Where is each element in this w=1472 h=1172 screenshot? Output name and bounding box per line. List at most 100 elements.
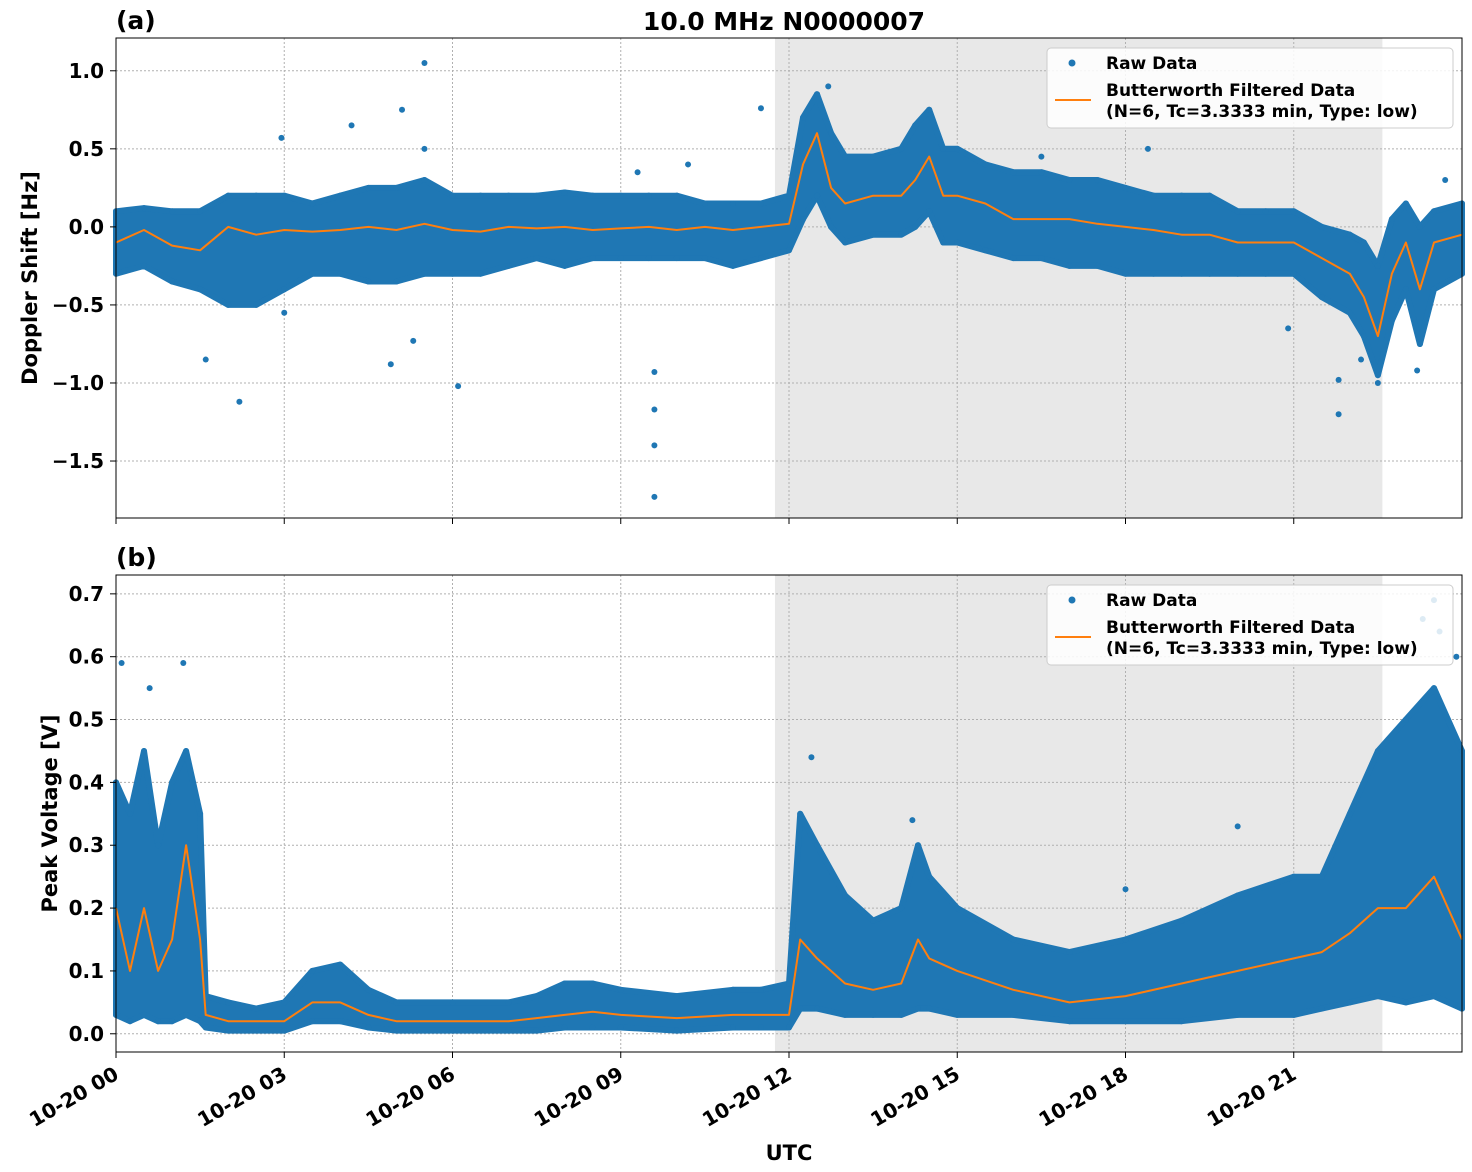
- raw-data-point: [814, 842, 821, 849]
- raw-data-point: [1414, 367, 1421, 374]
- raw-data-point: [673, 1027, 680, 1034]
- raw-data-point: [1374, 993, 1381, 1000]
- raw-data-point: [281, 286, 288, 293]
- raw-data-point: [954, 905, 961, 912]
- raw-data-point: [1374, 262, 1381, 269]
- raw-data-point: [1290, 270, 1297, 277]
- raw-data-point: [505, 192, 512, 199]
- raw-data-point: [309, 967, 316, 974]
- raw-data-point: [617, 255, 624, 262]
- raw-data-point: [842, 892, 849, 899]
- raw-data-point: [1122, 886, 1129, 893]
- legend-raw-label: Raw Data: [1106, 591, 1197, 611]
- y-tick-label: −0.5: [52, 293, 104, 317]
- raw-data-point: [651, 406, 658, 413]
- raw-data-point: [1318, 873, 1325, 880]
- raw-data-point: [281, 1027, 288, 1034]
- raw-data-point: [617, 986, 624, 993]
- raw-data-point: [281, 999, 288, 1006]
- raw-data-point: [912, 223, 919, 230]
- raw-data-point: [202, 356, 209, 363]
- legend-filtered-label: Butterworth Filtered Data: [1106, 618, 1355, 638]
- raw-data-point: [1374, 747, 1381, 754]
- raw-data-point: [1346, 999, 1353, 1006]
- raw-data-point: [1038, 153, 1045, 160]
- y-axis-label: Peak Voltage [V]: [38, 714, 62, 912]
- raw-data-point: [898, 905, 905, 912]
- raw-data-point: [197, 208, 204, 215]
- raw-data-point: [399, 106, 406, 113]
- raw-data-point: [1144, 145, 1151, 152]
- raw-data-point: [455, 383, 462, 390]
- raw-data-point: [309, 1018, 316, 1025]
- raw-data-point: [1178, 270, 1185, 277]
- raw-data-point: [278, 134, 285, 141]
- raw-data-point: [1430, 286, 1437, 293]
- x-tick-label: 10-20 15: [866, 1062, 964, 1132]
- raw-data-point: [912, 122, 919, 129]
- raw-data-point: [1360, 239, 1367, 246]
- raw-data-point: [1346, 810, 1353, 817]
- raw-data-point: [589, 255, 596, 262]
- raw-data-point: [1402, 286, 1409, 293]
- raw-data-point: [365, 278, 372, 285]
- raw-data-point: [393, 1027, 400, 1034]
- panel-b: 0.0 0.1 0.2 0.3 0.4 0.5 0.6 0.7 10-20 00 10-20 03…: [25, 543, 1465, 1132]
- raw-data-point: [786, 247, 792, 254]
- y-tick-label: 1.0: [69, 59, 104, 83]
- x-tick-label: 10-20 06: [361, 1062, 459, 1132]
- raw-data-point: [954, 1011, 961, 1018]
- raw-data-point: [365, 1024, 372, 1031]
- panel-label: (a): [116, 6, 156, 35]
- raw-data-point: [828, 223, 835, 230]
- raw-data-point: [1206, 192, 1213, 199]
- raw-data-point: [814, 1005, 821, 1012]
- raw-data-point: [1388, 216, 1395, 223]
- raw-data-point: [1430, 685, 1437, 692]
- raw-data-point: [1374, 372, 1381, 379]
- raw-data-point: [786, 192, 792, 199]
- raw-data-point: [1122, 936, 1129, 943]
- raw-data-point: [281, 192, 288, 199]
- legend: Raw Data Butterworth Filtered Data(N=6, T…: [1046, 47, 1454, 129]
- raw-data-point: [337, 270, 344, 277]
- raw-data-point: [127, 810, 134, 817]
- raw-data-point: [757, 1024, 764, 1031]
- raw-data-point: [828, 130, 835, 137]
- raw-data-point: [393, 184, 400, 191]
- x-tick-label: 10-20 09: [530, 1062, 628, 1132]
- raw-data-point: [1402, 200, 1409, 207]
- raw-data-point: [253, 1005, 260, 1012]
- raw-data-point: [561, 1024, 568, 1031]
- raw-data-point: [449, 999, 456, 1006]
- raw-data-point: [757, 255, 764, 262]
- raw-data-point: [982, 247, 989, 254]
- raw-data-point: [1388, 317, 1395, 324]
- raw-data-point: [1234, 823, 1241, 830]
- raw-data-point: [421, 145, 428, 152]
- raw-data-point: [926, 106, 933, 113]
- raw-data-point: [589, 980, 596, 987]
- raw-data-point: [387, 361, 394, 368]
- raw-data-point: [1285, 325, 1292, 332]
- raw-data-point: [617, 1024, 624, 1031]
- raw-data-point: [1066, 177, 1073, 184]
- raw-data-point: [645, 255, 652, 262]
- raw-data-point: [505, 999, 512, 1006]
- raw-data-point: [1374, 379, 1381, 386]
- raw-data-point: [1122, 1018, 1129, 1025]
- raw-data-point: [225, 999, 232, 1006]
- raw-data-point: [1010, 169, 1017, 176]
- legend-filtered-params: (N=6, Tc=3.3333 min, Type: low): [1106, 639, 1418, 659]
- raw-data-point: [926, 873, 933, 880]
- raw-data-point: [449, 1027, 456, 1034]
- raw-data-point: [1290, 873, 1297, 880]
- raw-data-point: [1290, 208, 1297, 215]
- raw-data-point: [1178, 1018, 1185, 1025]
- raw-data-point: [1402, 999, 1409, 1006]
- y-tick-label: 0.4: [69, 770, 104, 794]
- raw-data-point: [786, 980, 792, 987]
- raw-data-point: [870, 153, 877, 160]
- raw-data-point: [617, 192, 624, 199]
- raw-data-point: [1206, 270, 1213, 277]
